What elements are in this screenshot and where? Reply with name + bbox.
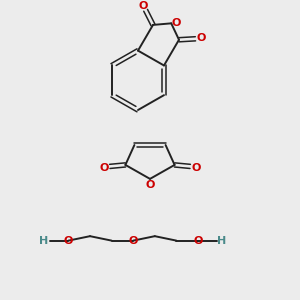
Text: O: O bbox=[196, 34, 206, 44]
Text: O: O bbox=[64, 236, 73, 246]
Text: O: O bbox=[128, 236, 138, 246]
Text: O: O bbox=[191, 163, 201, 173]
Text: H: H bbox=[40, 236, 49, 246]
Text: O: O bbox=[99, 163, 109, 173]
Text: O: O bbox=[139, 1, 148, 10]
Text: O: O bbox=[193, 236, 203, 246]
Text: O: O bbox=[145, 180, 155, 190]
Text: H: H bbox=[218, 236, 226, 246]
Text: O: O bbox=[172, 18, 181, 28]
